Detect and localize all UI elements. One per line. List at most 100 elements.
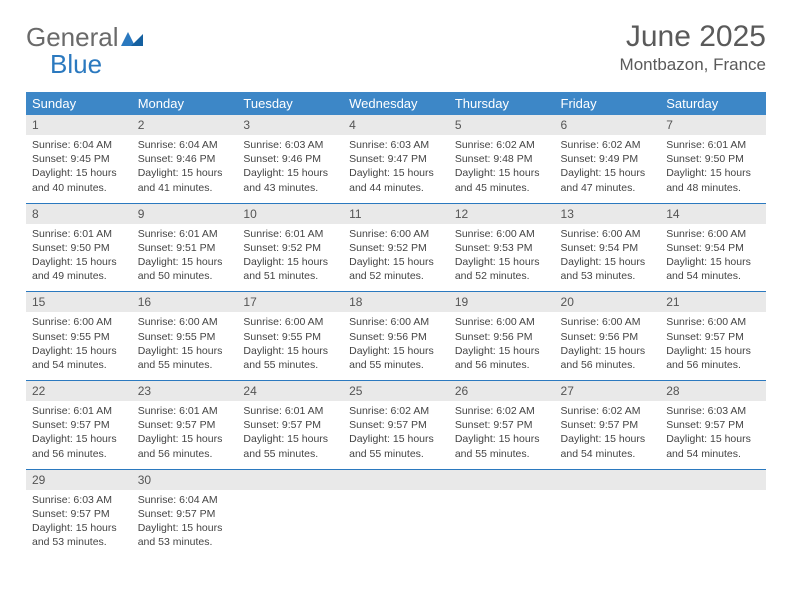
weekday-header: Saturday bbox=[660, 92, 766, 115]
sunrise-line: Sunrise: 6:01 AM bbox=[243, 227, 337, 241]
day-number-cell: 6 bbox=[555, 115, 661, 135]
day-number-cell: 29 bbox=[26, 470, 132, 490]
day-cell: Sunrise: 6:03 AMSunset: 9:46 PMDaylight:… bbox=[237, 135, 343, 203]
daylight-line: Daylight: 15 hours and 43 minutes. bbox=[243, 166, 337, 194]
weekday-header: Wednesday bbox=[343, 92, 449, 115]
day-cell: Sunrise: 6:00 AMSunset: 9:55 PMDaylight:… bbox=[237, 312, 343, 380]
day-number-cell: 7 bbox=[660, 115, 766, 135]
sunrise-line: Sunrise: 6:01 AM bbox=[138, 227, 232, 241]
daylight-line: Daylight: 15 hours and 53 minutes. bbox=[561, 255, 655, 283]
day-cell: Sunrise: 6:00 AMSunset: 9:54 PMDaylight:… bbox=[660, 224, 766, 292]
day-number-cell: 21 bbox=[660, 292, 766, 312]
sunrise-line: Sunrise: 6:01 AM bbox=[666, 138, 760, 152]
sunrise-line: Sunrise: 6:00 AM bbox=[561, 315, 655, 329]
day-cell: Sunrise: 6:00 AMSunset: 9:57 PMDaylight:… bbox=[660, 312, 766, 380]
day-number-cell: 10 bbox=[237, 204, 343, 224]
day-number-cell bbox=[555, 470, 661, 490]
daylight-line: Daylight: 15 hours and 55 minutes. bbox=[138, 344, 232, 372]
daylight-line: Daylight: 15 hours and 56 minutes. bbox=[561, 344, 655, 372]
daynum-row: 15161718192021 bbox=[26, 292, 766, 312]
daylight-line: Daylight: 15 hours and 55 minutes. bbox=[243, 344, 337, 372]
daylight-line: Daylight: 15 hours and 50 minutes. bbox=[138, 255, 232, 283]
day-number-cell: 20 bbox=[555, 292, 661, 312]
sunrise-line: Sunrise: 6:00 AM bbox=[243, 315, 337, 329]
day-cell: Sunrise: 6:00 AMSunset: 9:53 PMDaylight:… bbox=[449, 224, 555, 292]
day-cell: Sunrise: 6:01 AMSunset: 9:57 PMDaylight:… bbox=[237, 401, 343, 469]
week-body-row: Sunrise: 6:04 AMSunset: 9:45 PMDaylight:… bbox=[26, 135, 766, 203]
sunrise-line: Sunrise: 6:03 AM bbox=[666, 404, 760, 418]
sunset-line: Sunset: 9:54 PM bbox=[561, 241, 655, 255]
sunset-line: Sunset: 9:57 PM bbox=[243, 418, 337, 432]
daynum-row: 2930 bbox=[26, 470, 766, 490]
sunrise-line: Sunrise: 6:04 AM bbox=[138, 493, 232, 507]
week-body-row: Sunrise: 6:01 AMSunset: 9:57 PMDaylight:… bbox=[26, 401, 766, 469]
day-number-cell: 19 bbox=[449, 292, 555, 312]
sunrise-line: Sunrise: 6:03 AM bbox=[243, 138, 337, 152]
sunset-line: Sunset: 9:49 PM bbox=[561, 152, 655, 166]
daylight-line: Daylight: 15 hours and 52 minutes. bbox=[455, 255, 549, 283]
day-number-cell bbox=[449, 470, 555, 490]
calendar-table: Sunday Monday Tuesday Wednesday Thursday… bbox=[26, 92, 766, 558]
sunset-line: Sunset: 9:57 PM bbox=[138, 418, 232, 432]
daylight-line: Daylight: 15 hours and 51 minutes. bbox=[243, 255, 337, 283]
sunrise-line: Sunrise: 6:04 AM bbox=[32, 138, 126, 152]
sunrise-line: Sunrise: 6:00 AM bbox=[349, 227, 443, 241]
calendar-header-row: Sunday Monday Tuesday Wednesday Thursday… bbox=[26, 92, 766, 115]
logo-word-blue: Blue bbox=[50, 49, 102, 79]
sunset-line: Sunset: 9:50 PM bbox=[32, 241, 126, 255]
day-number-cell bbox=[343, 470, 449, 490]
day-number-cell: 13 bbox=[555, 204, 661, 224]
sunset-line: Sunset: 9:46 PM bbox=[138, 152, 232, 166]
logo-mark-icon bbox=[121, 28, 143, 46]
day-number-cell: 15 bbox=[26, 292, 132, 312]
sunset-line: Sunset: 9:46 PM bbox=[243, 152, 337, 166]
day-number-cell: 8 bbox=[26, 204, 132, 224]
month-title: June 2025 bbox=[620, 20, 766, 53]
day-cell: Sunrise: 6:03 AMSunset: 9:57 PMDaylight:… bbox=[26, 490, 132, 558]
day-cell: Sunrise: 6:02 AMSunset: 9:49 PMDaylight:… bbox=[555, 135, 661, 203]
day-cell: Sunrise: 6:04 AMSunset: 9:46 PMDaylight:… bbox=[132, 135, 238, 203]
day-cell: Sunrise: 6:01 AMSunset: 9:50 PMDaylight:… bbox=[26, 224, 132, 292]
day-number-cell: 25 bbox=[343, 381, 449, 401]
day-number-cell: 30 bbox=[132, 470, 238, 490]
day-number-cell: 5 bbox=[449, 115, 555, 135]
weekday-header: Sunday bbox=[26, 92, 132, 115]
day-number-cell: 28 bbox=[660, 381, 766, 401]
daylight-line: Daylight: 15 hours and 54 minutes. bbox=[561, 432, 655, 460]
daylight-line: Daylight: 15 hours and 55 minutes. bbox=[243, 432, 337, 460]
weekday-header: Tuesday bbox=[237, 92, 343, 115]
sunset-line: Sunset: 9:48 PM bbox=[455, 152, 549, 166]
sunset-line: Sunset: 9:56 PM bbox=[455, 330, 549, 344]
day-number-cell: 4 bbox=[343, 115, 449, 135]
day-cell: Sunrise: 6:04 AMSunset: 9:45 PMDaylight:… bbox=[26, 135, 132, 203]
daylight-line: Daylight: 15 hours and 54 minutes. bbox=[32, 344, 126, 372]
day-cell bbox=[449, 490, 555, 558]
daynum-row: 22232425262728 bbox=[26, 381, 766, 401]
day-number-cell: 3 bbox=[237, 115, 343, 135]
day-cell bbox=[343, 490, 449, 558]
sunrise-line: Sunrise: 6:03 AM bbox=[32, 493, 126, 507]
weekday-header: Thursday bbox=[449, 92, 555, 115]
day-number-cell: 18 bbox=[343, 292, 449, 312]
week-body-row: Sunrise: 6:01 AMSunset: 9:50 PMDaylight:… bbox=[26, 224, 766, 292]
sunrise-line: Sunrise: 6:02 AM bbox=[455, 404, 549, 418]
sunset-line: Sunset: 9:56 PM bbox=[349, 330, 443, 344]
day-cell: Sunrise: 6:02 AMSunset: 9:57 PMDaylight:… bbox=[555, 401, 661, 469]
sunset-line: Sunset: 9:50 PM bbox=[666, 152, 760, 166]
sunrise-line: Sunrise: 6:02 AM bbox=[561, 138, 655, 152]
sunset-line: Sunset: 9:52 PM bbox=[349, 241, 443, 255]
day-number-cell: 14 bbox=[660, 204, 766, 224]
week-body-row: Sunrise: 6:03 AMSunset: 9:57 PMDaylight:… bbox=[26, 490, 766, 558]
calendar-body: 12 34567 Sunrise: 6:04 AMSunset: 9:45 PMDa… bbox=[26, 115, 766, 558]
day-cell: Sunrise: 6:01 AMSunset: 9:52 PMDaylight:… bbox=[237, 224, 343, 292]
logo: General Blue bbox=[26, 24, 143, 78]
sunrise-line: Sunrise: 6:02 AM bbox=[455, 138, 549, 152]
day-number-cell: 22 bbox=[26, 381, 132, 401]
day-number-cell: 1 bbox=[26, 115, 132, 135]
sunrise-line: Sunrise: 6:00 AM bbox=[455, 315, 549, 329]
sunrise-line: Sunrise: 6:00 AM bbox=[32, 315, 126, 329]
day-cell: Sunrise: 6:01 AMSunset: 9:57 PMDaylight:… bbox=[132, 401, 238, 469]
daylight-line: Daylight: 15 hours and 49 minutes. bbox=[32, 255, 126, 283]
day-cell: Sunrise: 6:03 AMSunset: 9:57 PMDaylight:… bbox=[660, 401, 766, 469]
day-number-cell: 12 bbox=[449, 204, 555, 224]
